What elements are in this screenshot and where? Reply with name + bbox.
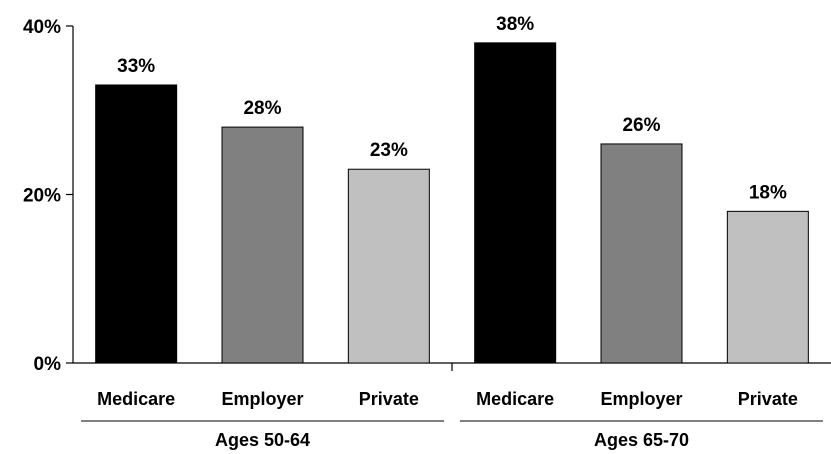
x-group-label: Ages 50-64 [215,430,310,450]
bar-medicare-group-1 [95,84,178,364]
data-label: 28% [243,98,281,119]
data-label: 26% [622,115,660,136]
x-category-label: Employer [600,389,682,409]
y-tick-label: 0% [34,354,62,375]
data-label: 18% [749,182,787,203]
x-category-label: Medicare [97,389,175,409]
data-label: 38% [496,14,534,35]
x-category-label: Employer [221,389,303,409]
bar-medicare-group-2 [474,42,557,364]
data-label: 33% [117,56,155,77]
bar-private-group-2 [726,210,809,364]
y-tick-label: 40% [23,17,61,38]
data-label: 23% [370,140,408,161]
x-group-label: Ages 65-70 [594,430,689,450]
x-category-label: Private [738,389,798,409]
x-category-label: Private [359,389,419,409]
bar-employer-group-2 [600,143,683,364]
bar-private-group-1 [347,168,430,364]
bar-employer-group-1 [221,126,304,364]
x-category-label: Medicare [476,389,554,409]
y-tick-label: 20% [23,186,61,207]
